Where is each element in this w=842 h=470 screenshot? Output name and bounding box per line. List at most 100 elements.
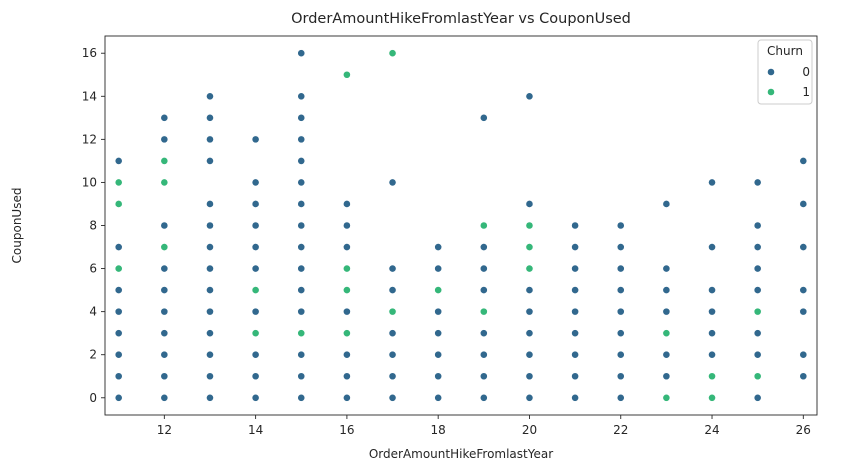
data-point-churn-0 [160, 329, 169, 338]
data-point-churn-1 [388, 307, 397, 316]
data-point-churn-0 [206, 243, 214, 251]
data-point-churn-0 [616, 286, 625, 295]
data-point-churn-0 [114, 393, 123, 402]
data-point-churn-0 [434, 264, 443, 273]
data-point-churn-0 [799, 200, 808, 208]
data-point-churn-0 [206, 393, 214, 402]
data-point-churn-0 [799, 350, 808, 359]
data-point-churn-0 [297, 393, 306, 402]
data-point-churn-0 [525, 350, 534, 359]
data-point-churn-0 [616, 329, 625, 338]
data-point-churn-1 [114, 264, 123, 273]
data-point-churn-0 [662, 286, 671, 295]
data-point-churn-0 [571, 350, 580, 359]
data-point-churn-0 [662, 264, 671, 273]
data-point-churn-0 [662, 200, 671, 208]
legend-label: 0 [802, 65, 810, 79]
data-point-churn-1 [342, 264, 351, 273]
data-point-churn-0 [342, 243, 351, 251]
data-point-churn-1 [434, 286, 443, 295]
data-point-churn-0 [114, 243, 123, 251]
y-tick-label: 6 [89, 262, 97, 276]
data-point-churn-0 [206, 221, 214, 230]
data-point-churn-0 [525, 307, 534, 316]
data-point-churn-0 [251, 350, 260, 359]
y-tick-label: 16 [82, 46, 97, 60]
x-tick-label: 24 [704, 423, 719, 437]
y-tick-label: 10 [82, 175, 97, 189]
data-point-churn-1 [708, 393, 716, 402]
data-point-churn-0 [662, 307, 671, 316]
data-point-churn-0 [525, 393, 534, 402]
data-point-churn-0 [251, 307, 260, 316]
data-point-churn-1 [662, 393, 671, 402]
data-point-churn-0 [708, 350, 716, 359]
data-point-churn-0 [251, 221, 260, 230]
data-point-churn-0 [206, 92, 214, 101]
data-point-churn-0 [571, 264, 580, 273]
data-point-churn-0 [388, 372, 397, 381]
data-point-churn-0 [434, 243, 443, 251]
data-point-churn-1 [525, 221, 534, 230]
data-point-churn-0 [479, 264, 488, 273]
data-point-churn-0 [753, 221, 762, 230]
data-point-churn-0 [799, 286, 808, 295]
data-point-churn-1 [251, 286, 260, 295]
data-point-churn-1 [708, 372, 716, 381]
data-point-churn-0 [616, 221, 625, 230]
data-point-churn-1 [160, 243, 169, 251]
data-point-churn-0 [708, 286, 716, 295]
data-point-churn-1 [525, 264, 534, 273]
data-point-churn-0 [479, 350, 488, 359]
data-point-churn-0 [388, 329, 397, 338]
data-point-churn-0 [525, 92, 534, 101]
x-tick-label: 12 [157, 423, 172, 437]
x-tick-label: 18 [431, 423, 446, 437]
data-point-churn-0 [753, 264, 762, 273]
data-point-churn-0 [388, 350, 397, 359]
data-point-churn-0 [342, 221, 351, 230]
data-point-churn-0 [342, 350, 351, 359]
chart-title: OrderAmountHikeFromlastYear vs CouponUse… [291, 11, 631, 27]
data-point-churn-0 [160, 264, 169, 273]
data-point-churn-0 [160, 135, 169, 144]
data-point-churn-0 [251, 243, 260, 251]
data-point-churn-0 [708, 307, 716, 316]
data-point-churn-1 [160, 156, 169, 165]
legend: Churn 0 1 [757, 39, 813, 105]
data-point-churn-0 [251, 178, 260, 187]
x-tick-label: 20 [522, 423, 537, 437]
data-point-churn-0 [479, 372, 488, 381]
data-point-churn-0 [708, 178, 716, 187]
data-point-churn-0 [114, 350, 123, 359]
data-point-churn-0 [616, 372, 625, 381]
data-point-churn-0 [297, 178, 306, 187]
data-point-churn-0 [206, 113, 214, 122]
data-point-churn-1 [342, 329, 351, 338]
data-point-churn-0 [160, 307, 169, 316]
data-point-churn-0 [206, 156, 214, 165]
data-point-churn-0 [571, 286, 580, 295]
y-tick-label: 8 [89, 219, 97, 233]
data-point-churn-0 [434, 393, 443, 402]
data-point-churn-0 [114, 329, 123, 338]
data-point-churn-1 [525, 243, 534, 251]
data-point-churn-0 [297, 200, 306, 208]
data-point-churn-0 [662, 350, 671, 359]
data-point-churn-0 [571, 329, 580, 338]
data-point-churn-0 [525, 200, 534, 208]
data-point-churn-0 [160, 113, 169, 122]
data-point-churn-0 [616, 350, 625, 359]
data-point-churn-0 [297, 243, 306, 251]
data-point-churn-0 [160, 393, 169, 402]
data-point-churn-0 [571, 307, 580, 316]
data-point-churn-0 [616, 307, 625, 316]
data-point-churn-0 [342, 393, 351, 402]
data-point-churn-0 [662, 372, 671, 381]
data-point-churn-0 [571, 393, 580, 402]
data-point-churn-0 [206, 200, 214, 208]
data-point-churn-0 [114, 156, 123, 165]
data-point-churn-0 [388, 286, 397, 295]
data-point-churn-0 [434, 372, 443, 381]
